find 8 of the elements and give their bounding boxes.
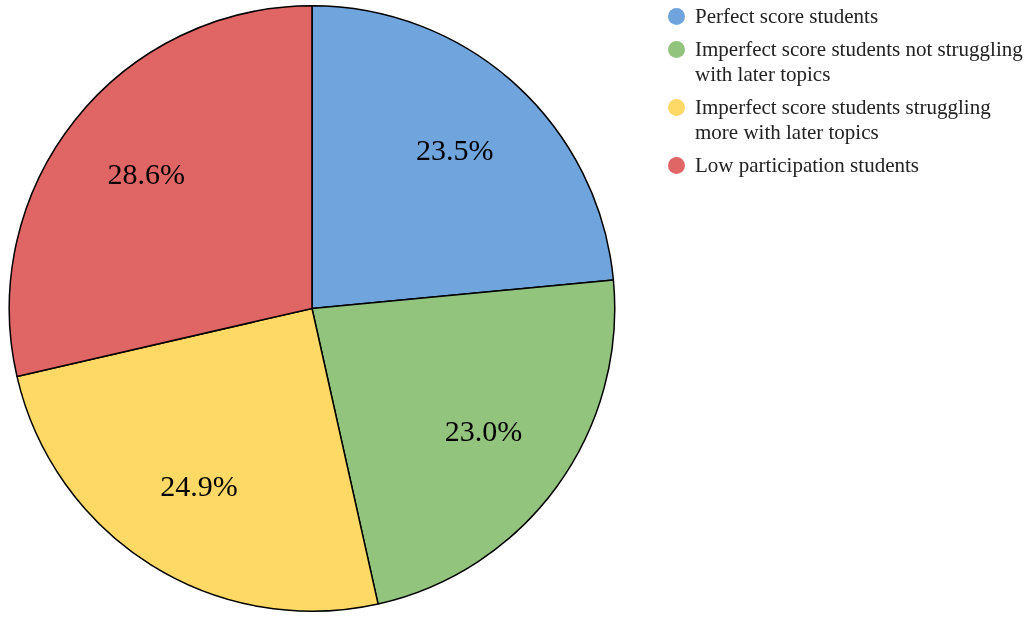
data-label: 24.9% <box>160 468 238 502</box>
legend-label: Low participation students <box>695 153 919 178</box>
data-label: 28.6% <box>107 157 185 191</box>
legend-label: Imperfect score students not struggling with later topics <box>695 37 1023 87</box>
data-label: 23.0% <box>444 413 523 447</box>
legend-label: Perfect score students <box>695 4 879 29</box>
data-label: 23.5% <box>415 132 494 166</box>
legend-label: Imperfect score students struggling more with later topics <box>695 95 992 145</box>
